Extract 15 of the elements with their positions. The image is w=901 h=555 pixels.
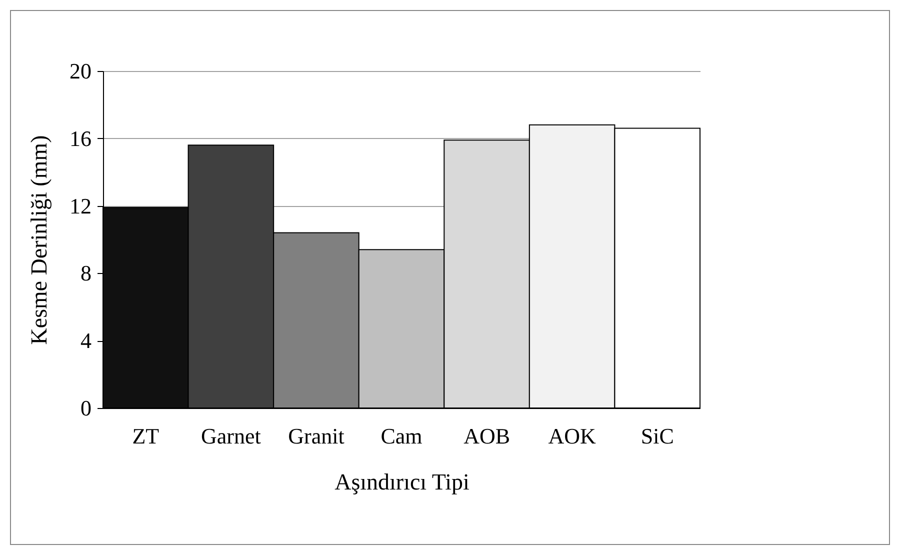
y-axis-title: Kesme Derinliği (mm) xyxy=(26,135,52,345)
y-tick-label: 0 xyxy=(80,396,92,420)
x-tick-label: Granit xyxy=(288,424,344,448)
x-tick-label: SiC xyxy=(640,424,674,448)
y-tick-label: 16 xyxy=(70,126,92,151)
x-tick-label: Garnet xyxy=(201,424,261,448)
x-tick-label: ZT xyxy=(132,424,160,448)
y-tick-label: 20 xyxy=(70,58,92,84)
x-tick-label: AOK xyxy=(548,424,596,448)
x-tick-label: Cam xyxy=(380,424,422,448)
x-axis-title: Aşındırıcı Tipi xyxy=(334,470,470,494)
y-tick-label: 12 xyxy=(70,193,92,218)
y-tick-label: 4 xyxy=(80,328,92,354)
x-tick-label: AOB xyxy=(464,424,510,448)
y-tick-label: 8 xyxy=(80,260,92,286)
